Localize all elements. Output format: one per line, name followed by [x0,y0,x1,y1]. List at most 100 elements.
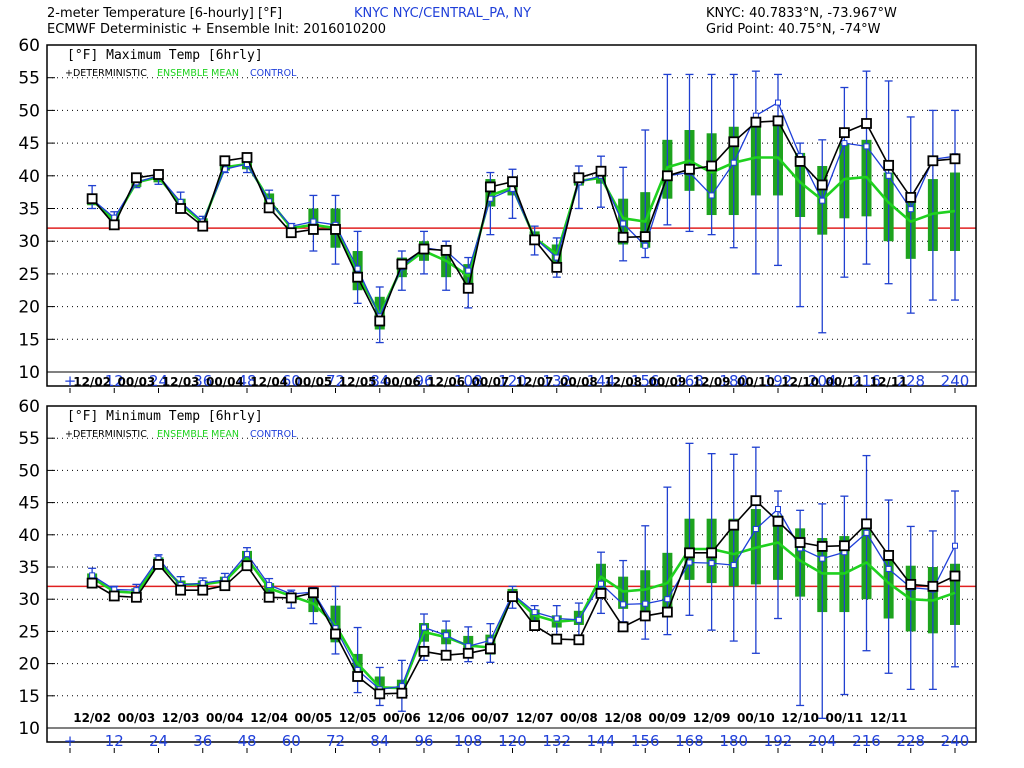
y-tick-label: 50 [18,461,40,481]
y-tick-label: 50 [18,101,40,121]
data-point-deterministic [949,570,961,582]
legend-control: CONTROL [250,68,297,79]
station-coordinates: KNYC: 40.7833°N, -73.967°W [706,6,897,21]
data-point-deterministic [462,282,474,294]
date-label: 12/09 [693,375,731,389]
legend-deterministic: +DETERMINISTIC [65,429,147,440]
data-point-deterministic [551,261,563,273]
x-tick-label: 192 [764,732,793,750]
station-name: KNYC NYC/CENTRAL_PA, NY [354,6,532,21]
y-tick-label: 10 [18,363,40,383]
data-point-control [841,140,848,147]
data-point-deterministic [573,634,585,646]
data-point-deterministic [927,580,939,592]
data-point-deterministic [706,160,718,172]
x-tick-label: 204 [808,372,837,390]
data-point-control [730,159,737,166]
plot-frame [46,44,977,387]
y-tick-label: 25 [18,265,40,285]
x-tick-label: 240 [941,732,970,750]
series-line-ensemble-mean [91,541,956,690]
y-tick-label: 55 [18,69,40,89]
y-tick-label: 45 [18,134,40,154]
legend-ensemble-mean: ENSEMBLE MEAN [157,429,239,440]
x-tick-label: 48 [237,732,256,750]
data-point-deterministic [883,159,895,171]
date-label: 12/05 [339,375,377,389]
data-point-control [465,267,472,274]
data-point-control [775,506,781,513]
chart-subtitle: ECMWF Deterministic + Ensemble Init: 201… [47,22,386,37]
date-label: 00/09 [648,711,686,725]
data-point-control [598,580,604,587]
data-point-control [819,197,826,204]
y-tick-label: 15 [18,330,40,350]
data-point-deterministic [728,136,740,148]
data-point-deterministic [352,671,364,682]
series-line-deterministic [91,120,956,322]
x-tick-label: 192 [764,372,793,390]
data-point-deterministic [905,191,917,203]
data-point-control [907,206,914,213]
data-point-control [819,555,826,562]
data-point-deterministic [418,243,430,255]
data-point-deterministic [838,127,850,139]
x-tick-label: 144 [587,732,616,750]
y-tick-label: 20 [18,655,40,675]
data-point-deterministic [595,588,607,599]
x-tick-label: 108 [454,372,483,390]
y-tick-label: 45 [18,494,40,514]
chart-title: 2-meter Temperature [6-hourly] [°F] [47,6,283,21]
date-label: 12/03 [162,711,200,725]
data-point-deterministic [462,647,474,659]
data-point-control [952,542,958,549]
date-label: 12/10 [781,711,819,725]
x-tick-label: 120 [498,372,527,390]
x-tick-label: 84 [370,372,389,390]
data-point-control [553,615,560,622]
date-label: 12/10 [781,375,819,389]
data-point-deterministic [484,181,496,193]
data-point-deterministic [241,152,253,163]
data-point-deterministic [484,643,496,655]
legend-deterministic: +DETERMINISTIC [65,68,147,79]
data-point-deterministic [108,590,120,602]
data-point-control [885,565,892,572]
x-tick-label: 120 [498,732,527,750]
date-label: 12/06 [427,375,465,389]
x-tick-label: 12 [105,372,124,390]
x-tick-label: 180 [719,732,748,750]
data-point-control [244,551,250,558]
x-tick-label: 12 [105,732,124,750]
x-tick-label: + [64,732,77,750]
panel-title: [°F] Minimum Temp [6hrly] [67,409,263,424]
y-tick-label: 30 [18,590,40,610]
data-point-deterministic [728,519,740,531]
data-point-deterministic [307,224,319,235]
grid-point-coordinates: Grid Point: 40.75°N, -74°W [706,22,881,37]
data-point-deterministic [263,202,275,214]
data-point-deterministic [396,687,408,699]
date-label: 12/09 [693,711,731,725]
x-tick-label: 84 [370,732,389,750]
x-tick-label: 240 [941,372,970,390]
data-point-deterministic [661,606,673,618]
data-point-control [664,596,671,603]
x-tick-label: 60 [282,372,301,390]
date-label: 00/06 [383,375,421,389]
data-point-control [752,526,759,533]
x-tick-label: 228 [896,372,925,390]
y-tick-label: 60 [18,397,40,417]
x-tick-label: 156 [631,372,660,390]
date-label: 00/08 [560,375,598,389]
date-label: 00/11 [825,711,863,725]
legend-ensemble-mean: ENSEMBLE MEAN [157,68,239,79]
data-point-control [620,601,627,608]
data-point-deterministic [197,584,209,596]
data-point-deterministic [750,495,762,507]
y-tick-label: 30 [18,232,40,252]
x-tick-label: 72 [326,372,345,390]
data-point-deterministic [307,587,319,599]
x-tick-label: 36 [193,372,212,390]
date-label: 00/05 [294,711,332,725]
